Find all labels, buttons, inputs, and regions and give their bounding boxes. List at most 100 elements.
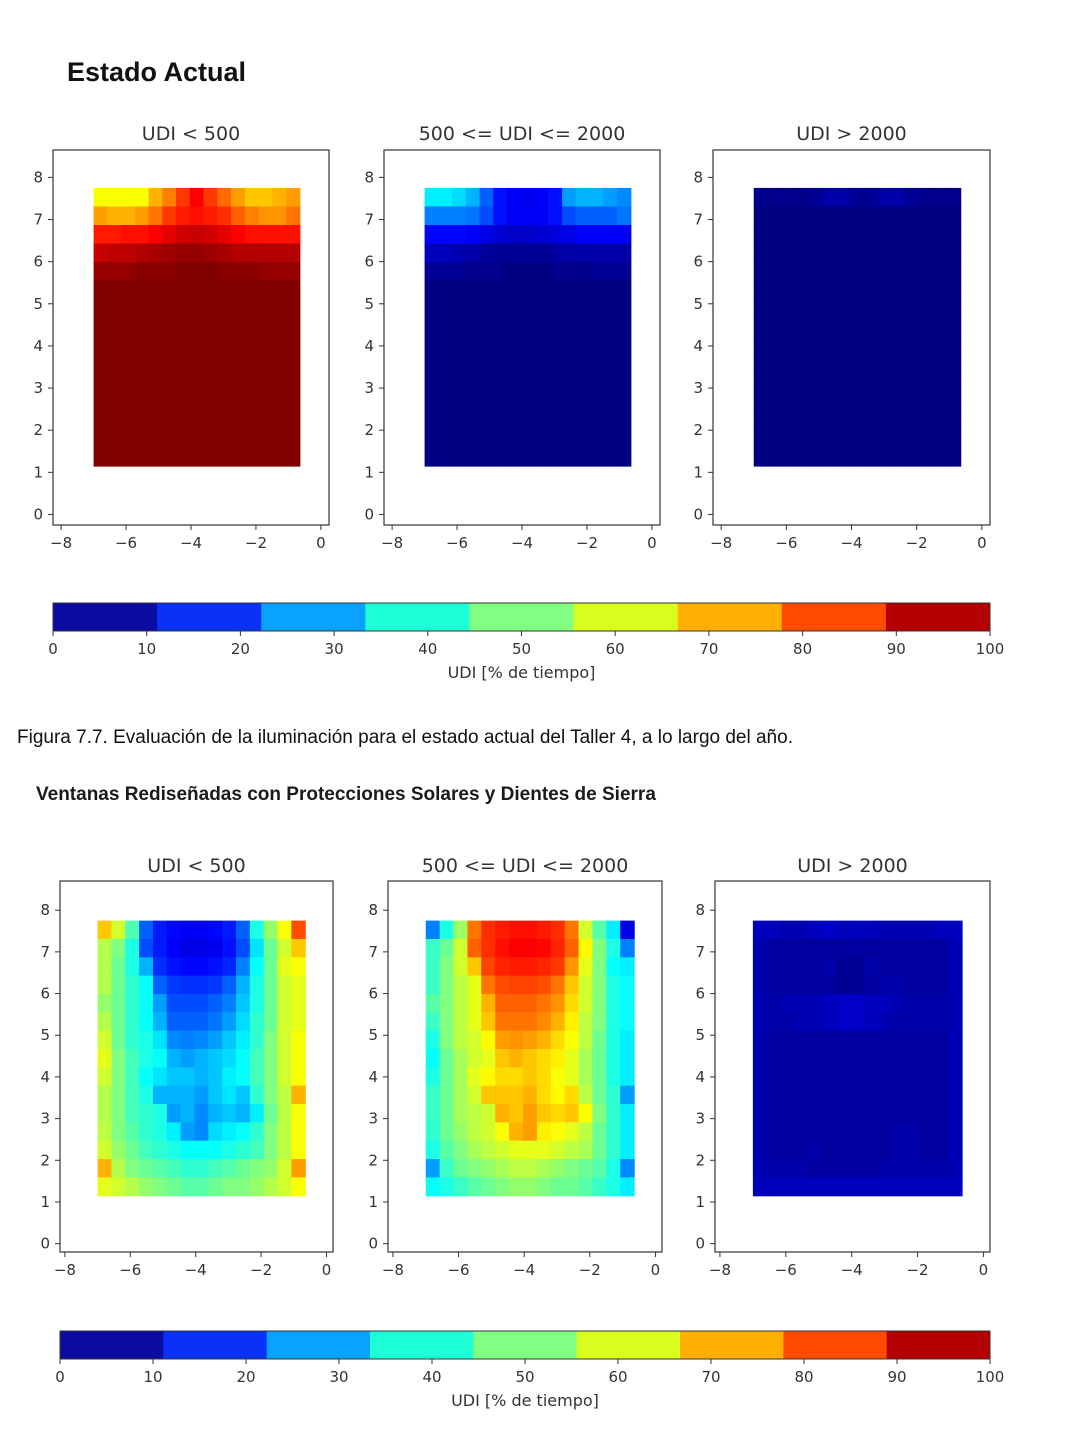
heatmap-cell bbox=[453, 938, 469, 958]
heatmap-cell bbox=[162, 243, 177, 263]
y-tick-label: 2 bbox=[40, 1151, 50, 1169]
heatmap-cell bbox=[919, 206, 934, 226]
heatmap-cell bbox=[286, 447, 301, 467]
heatmap-cell bbox=[753, 410, 769, 430]
heatmap-cell bbox=[277, 1085, 292, 1105]
heatmap-cell bbox=[139, 1030, 154, 1050]
heatmap-cell bbox=[139, 938, 154, 958]
heatmap-cell bbox=[162, 336, 177, 356]
heatmap-cell bbox=[438, 225, 453, 245]
heatmap-cell bbox=[536, 993, 552, 1013]
heatmap-cell bbox=[493, 447, 508, 467]
heatmap-cell bbox=[767, 391, 782, 411]
heatmap-cell bbox=[877, 280, 893, 300]
heatmap-cell bbox=[892, 1140, 907, 1160]
heatmap-cell bbox=[481, 1122, 496, 1142]
heatmap-cell bbox=[125, 993, 140, 1013]
heatmap-cell bbox=[507, 447, 522, 467]
heatmap-cell bbox=[111, 1140, 126, 1160]
heatmap-cell bbox=[767, 447, 782, 467]
heatmap-cell bbox=[753, 262, 769, 282]
heatmap-cell bbox=[189, 243, 205, 263]
heatmap-cell bbox=[208, 1177, 223, 1197]
heatmap-cell bbox=[808, 447, 824, 467]
heatmap-cell bbox=[258, 428, 273, 449]
heatmap-cell bbox=[934, 1122, 949, 1142]
heatmap-cell bbox=[752, 1104, 768, 1123]
heatmap-cell bbox=[189, 428, 205, 449]
heatmap-cell bbox=[891, 225, 907, 245]
heatmap-cell bbox=[465, 280, 481, 300]
heatmap-cell bbox=[493, 336, 508, 356]
heatmap-cell bbox=[781, 299, 796, 319]
heatmap-cell bbox=[906, 1085, 921, 1105]
heatmap-cell bbox=[162, 225, 177, 245]
heatmap-cell bbox=[822, 373, 838, 393]
heatmap-cell bbox=[258, 206, 273, 226]
heatmap-cell bbox=[620, 1159, 635, 1178]
heatmap-cell bbox=[134, 336, 150, 356]
heatmap-cell bbox=[878, 1048, 893, 1068]
heatmap-cell bbox=[933, 391, 948, 411]
heatmap-cell bbox=[152, 1067, 168, 1087]
colorbar-tick-label: 0 bbox=[48, 640, 58, 658]
heatmap-cell bbox=[439, 1012, 455, 1032]
heatmap-cell bbox=[877, 262, 893, 282]
heatmap-cell bbox=[272, 336, 287, 356]
heatmap-cell bbox=[522, 1177, 538, 1197]
heatmap-cell bbox=[606, 1085, 621, 1105]
heatmap-cell bbox=[919, 317, 934, 337]
heatmap-cell bbox=[134, 391, 150, 411]
heatmap-cell bbox=[919, 428, 934, 449]
heatmap-cell bbox=[550, 1177, 566, 1197]
heatmap-cell bbox=[222, 1177, 237, 1197]
heatmap-cell bbox=[808, 280, 824, 300]
heatmap-cell bbox=[438, 391, 453, 411]
heatmap-cell bbox=[180, 1030, 196, 1050]
heatmap-cell bbox=[263, 993, 279, 1013]
heatmap-cell bbox=[906, 975, 921, 995]
heatmap-cell bbox=[222, 993, 237, 1013]
heatmap-cell bbox=[208, 1159, 223, 1178]
heatmap-cell bbox=[864, 1067, 879, 1087]
heatmap-cell bbox=[509, 1048, 524, 1068]
heatmap-cell bbox=[850, 920, 866, 940]
heatmap-cell bbox=[564, 1030, 580, 1050]
heatmap-cell bbox=[606, 1159, 621, 1178]
heatmap-cell bbox=[905, 317, 920, 337]
heatmap-cell bbox=[766, 920, 782, 940]
heatmap-cell bbox=[479, 206, 494, 226]
heatmap-cell bbox=[575, 428, 591, 449]
heatmap-cell bbox=[208, 1067, 223, 1087]
heatmap-cell bbox=[286, 262, 301, 282]
heatmap-cell bbox=[162, 317, 177, 337]
heatmap-cell bbox=[906, 1104, 921, 1123]
heatmap-cell bbox=[522, 1140, 538, 1160]
x-tick-label: −6 bbox=[775, 534, 797, 552]
heatmap-cell bbox=[891, 206, 907, 226]
heatmap-cell bbox=[272, 373, 287, 393]
heatmap-cell bbox=[780, 1159, 796, 1178]
heatmap-cell bbox=[217, 373, 232, 393]
heatmap-cell bbox=[589, 299, 604, 319]
heatmap-cell bbox=[481, 975, 496, 995]
heatmap-cell bbox=[152, 1140, 168, 1160]
heatmap-cell bbox=[236, 1104, 251, 1123]
heatmap-cell bbox=[236, 1177, 251, 1197]
heatmap-cell bbox=[781, 243, 796, 263]
heatmap-cell bbox=[125, 1140, 140, 1160]
heatmap-cell bbox=[920, 938, 935, 958]
heatmap-cell bbox=[231, 262, 246, 282]
heatmap-cell bbox=[439, 1067, 455, 1087]
heatmap-cell bbox=[836, 1122, 852, 1142]
heatmap-cell bbox=[425, 1104, 441, 1123]
heatmap-cell bbox=[753, 447, 769, 467]
heatmap-cell bbox=[479, 447, 494, 467]
heatmap-cell bbox=[548, 206, 563, 226]
heatmap-cell bbox=[507, 187, 522, 208]
heatmap-cell bbox=[536, 1104, 552, 1123]
heatmap-cell bbox=[564, 1012, 580, 1032]
colorbar-tick-label: 30 bbox=[325, 640, 344, 658]
heatmap-cell bbox=[780, 1177, 796, 1197]
heatmap-cell bbox=[166, 993, 182, 1013]
